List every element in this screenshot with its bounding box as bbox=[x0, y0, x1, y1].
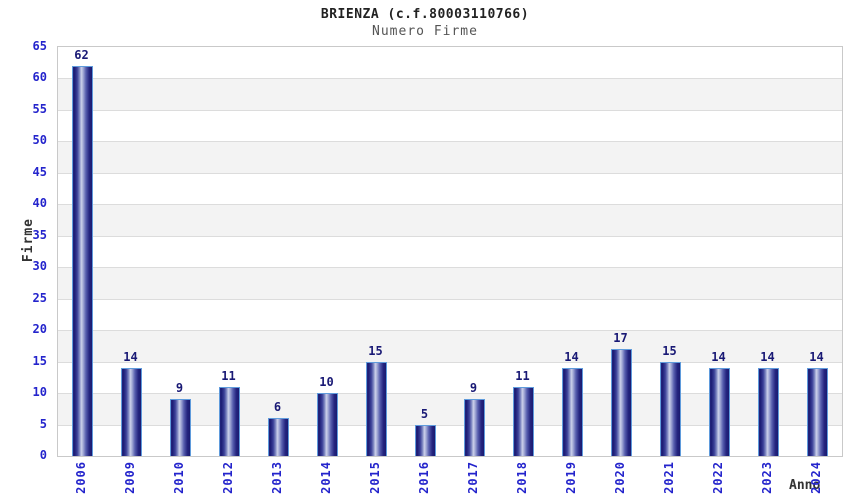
bar bbox=[268, 418, 289, 456]
bar-value-label: 5 bbox=[420, 406, 429, 421]
chart-title: BRIENZA (c.f.80003110766) bbox=[320, 7, 530, 22]
y-tick-label: 50 bbox=[32, 133, 47, 148]
y-tick-label: 0 bbox=[39, 448, 47, 462]
bar bbox=[317, 393, 338, 456]
plot-band bbox=[58, 141, 842, 173]
x-axis-title: Anno bbox=[789, 478, 821, 493]
x-tick-label: 2018 bbox=[514, 461, 529, 494]
x-tick-label: 2023 bbox=[759, 461, 774, 494]
bar bbox=[121, 367, 142, 456]
gridline bbox=[58, 267, 842, 269]
bar-value-label: 14 bbox=[123, 349, 138, 364]
bar-value-label: 15 bbox=[368, 343, 383, 358]
y-tick-label: 20 bbox=[32, 322, 47, 337]
bar-value-label: 9 bbox=[175, 381, 184, 396]
bar bbox=[72, 65, 93, 456]
x-tick-label: 2017 bbox=[465, 461, 480, 494]
bar-value-label: 6 bbox=[273, 400, 282, 415]
gridline bbox=[58, 361, 842, 363]
x-tick-label: 2021 bbox=[661, 461, 676, 494]
gridline bbox=[58, 172, 842, 174]
plot-band bbox=[58, 204, 842, 236]
x-tick-label: 2013 bbox=[269, 461, 284, 494]
gridline bbox=[58, 141, 842, 143]
y-tick-label: 35 bbox=[32, 227, 47, 242]
bar bbox=[366, 361, 387, 456]
plot-band bbox=[58, 78, 842, 110]
plot-band bbox=[58, 298, 842, 331]
bar-value-label: 9 bbox=[469, 381, 478, 396]
bar-value-label: 10 bbox=[319, 375, 334, 390]
bar bbox=[562, 367, 583, 456]
gridline bbox=[58, 298, 842, 300]
x-tick-label: 2006 bbox=[73, 461, 88, 494]
bar-value-label: 17 bbox=[613, 331, 628, 346]
bar bbox=[219, 386, 240, 456]
bar bbox=[709, 367, 730, 456]
bar-value-label: 14 bbox=[809, 349, 824, 364]
x-tick-label: 2022 bbox=[710, 461, 725, 494]
bar bbox=[170, 399, 191, 456]
bar-value-label: 14 bbox=[711, 349, 726, 364]
y-tick-label: 60 bbox=[32, 70, 47, 85]
bar-value-label: 15 bbox=[662, 343, 677, 358]
y-tick-label: 30 bbox=[32, 259, 47, 274]
plot-band bbox=[58, 330, 842, 362]
y-tick-label: 15 bbox=[32, 353, 47, 368]
gridline bbox=[58, 235, 842, 237]
bar bbox=[415, 424, 436, 456]
y-tick-label: 40 bbox=[32, 196, 47, 211]
bar bbox=[611, 349, 632, 456]
x-tick-label: 2024 bbox=[808, 461, 823, 494]
x-tick-label: 2020 bbox=[612, 461, 627, 494]
gridline bbox=[58, 393, 842, 395]
y-tick-label: 5 bbox=[39, 416, 47, 431]
plot-band bbox=[58, 172, 842, 205]
bar-value-label: 11 bbox=[221, 368, 236, 383]
x-tick-label: 2016 bbox=[416, 461, 431, 494]
gridline bbox=[58, 330, 842, 332]
bar bbox=[660, 361, 681, 456]
plot-band bbox=[58, 47, 842, 79]
bar bbox=[513, 386, 534, 456]
gridline bbox=[58, 424, 842, 426]
chart-subtitle: Numero Firme bbox=[372, 24, 478, 39]
x-tick-label: 2014 bbox=[318, 461, 333, 494]
bar bbox=[807, 367, 828, 456]
gridline bbox=[58, 204, 842, 206]
bar bbox=[758, 367, 779, 456]
y-tick-label: 55 bbox=[32, 101, 47, 116]
y-tick-label: 45 bbox=[32, 164, 47, 179]
plot-band bbox=[58, 267, 842, 299]
x-tick-label: 2019 bbox=[563, 461, 578, 494]
x-tick-label: 2010 bbox=[171, 461, 186, 494]
bar-value-label: 62 bbox=[74, 47, 89, 62]
bar bbox=[464, 399, 485, 456]
plot-area bbox=[57, 46, 843, 457]
gridline bbox=[58, 78, 842, 80]
plot-band bbox=[58, 235, 842, 268]
x-tick-label: 2015 bbox=[367, 461, 382, 494]
bar-value-label: 14 bbox=[760, 349, 775, 364]
x-tick-label: 2012 bbox=[220, 461, 235, 494]
x-tick-label: 2009 bbox=[122, 461, 137, 494]
y-tick-label: 65 bbox=[32, 39, 47, 53]
bar-value-label: 11 bbox=[515, 368, 530, 383]
bar-value-label: 14 bbox=[564, 349, 579, 364]
plot-band bbox=[58, 109, 842, 142]
y-tick-label: 25 bbox=[32, 290, 47, 305]
y-tick-label: 10 bbox=[32, 385, 47, 400]
gridline bbox=[58, 109, 842, 111]
